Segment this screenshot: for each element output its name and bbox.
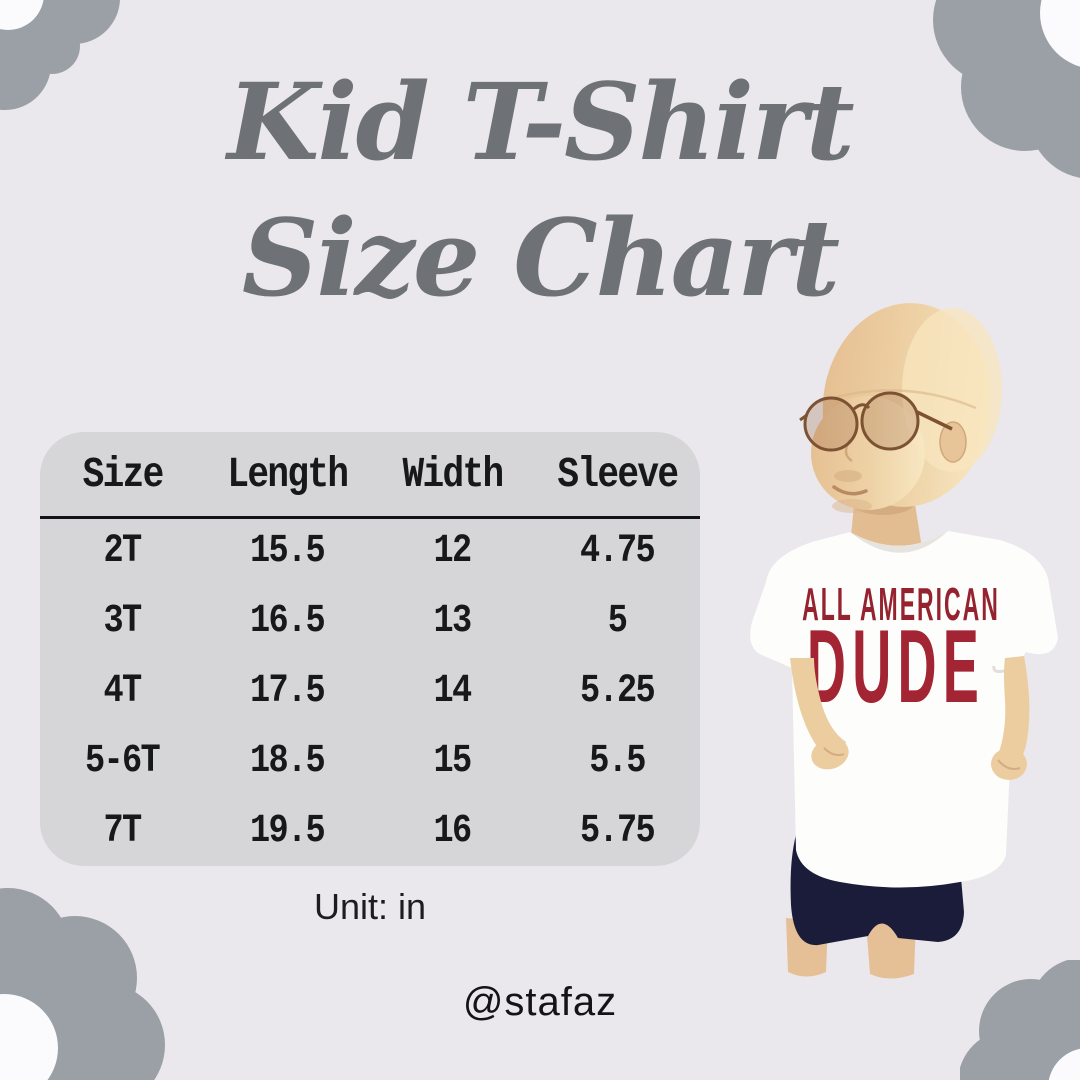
table-cell-length: 15.5 [250, 528, 327, 574]
table-cell-width: 12 [434, 528, 473, 574]
header-divider-line [40, 516, 700, 519]
page-title-line2: Size Chart [241, 194, 840, 320]
table-cell-sleeve: 5.75 [580, 808, 657, 854]
column-header-length: Length [227, 449, 350, 499]
kid-tshirt: ALL AMERICAN DUDE [750, 531, 1058, 888]
kid-ear [939, 421, 967, 463]
table-cell-sleeve: 5 [608, 598, 628, 644]
table-cell-width: 15 [434, 738, 473, 784]
table-cell-width: 13 [434, 598, 473, 644]
shirt-text-line2: DUDE [807, 608, 985, 725]
table-cell-sleeve: 4.75 [580, 528, 657, 574]
table-cell-length: 19.5 [250, 808, 327, 854]
kid-head [811, 303, 1002, 513]
kid-photo: ALL AMERICAN DUDE [750, 303, 1058, 979]
table-cell-length: 16.5 [250, 598, 327, 644]
column-header-sleeve: Sleeve [557, 449, 680, 499]
unit-label: Unit: in [313, 886, 427, 927]
table-cell-width: 16 [434, 808, 473, 854]
table-cell-width: 14 [434, 668, 473, 714]
table-cell-size: 7T [104, 808, 143, 854]
sunglasses-icon [799, 391, 953, 452]
table-cell-size: 2T [104, 528, 143, 574]
table-cell-sleeve: 5.5 [589, 738, 647, 784]
table-cell-size: 3T [104, 598, 143, 644]
table-cell-sleeve: 5.25 [580, 668, 657, 714]
column-header-width: Width [402, 449, 505, 499]
table-cell-length: 17.5 [250, 668, 327, 714]
table-cell-size: 4T [104, 668, 143, 714]
page-title-line1: Kid T-Shirt [227, 59, 854, 184]
table-cell-size: 5-6T [85, 738, 162, 784]
page-title: Kid T-Shirt Size Chart [0, 54, 1080, 325]
shirt-text-line1: ALL AMERICAN [802, 578, 1000, 630]
size-chart-table: Size Length Width Sleeve 2T 15.5 12 4.75… [40, 432, 700, 866]
column-header-size: Size [82, 449, 165, 499]
social-handle: @stafaz [462, 980, 618, 1024]
kid-arms [790, 656, 1030, 780]
size-chart-panel: Size Length Width Sleeve 2T 15.5 12 4.75… [40, 432, 700, 866]
table-cell-length: 18.5 [250, 738, 327, 784]
